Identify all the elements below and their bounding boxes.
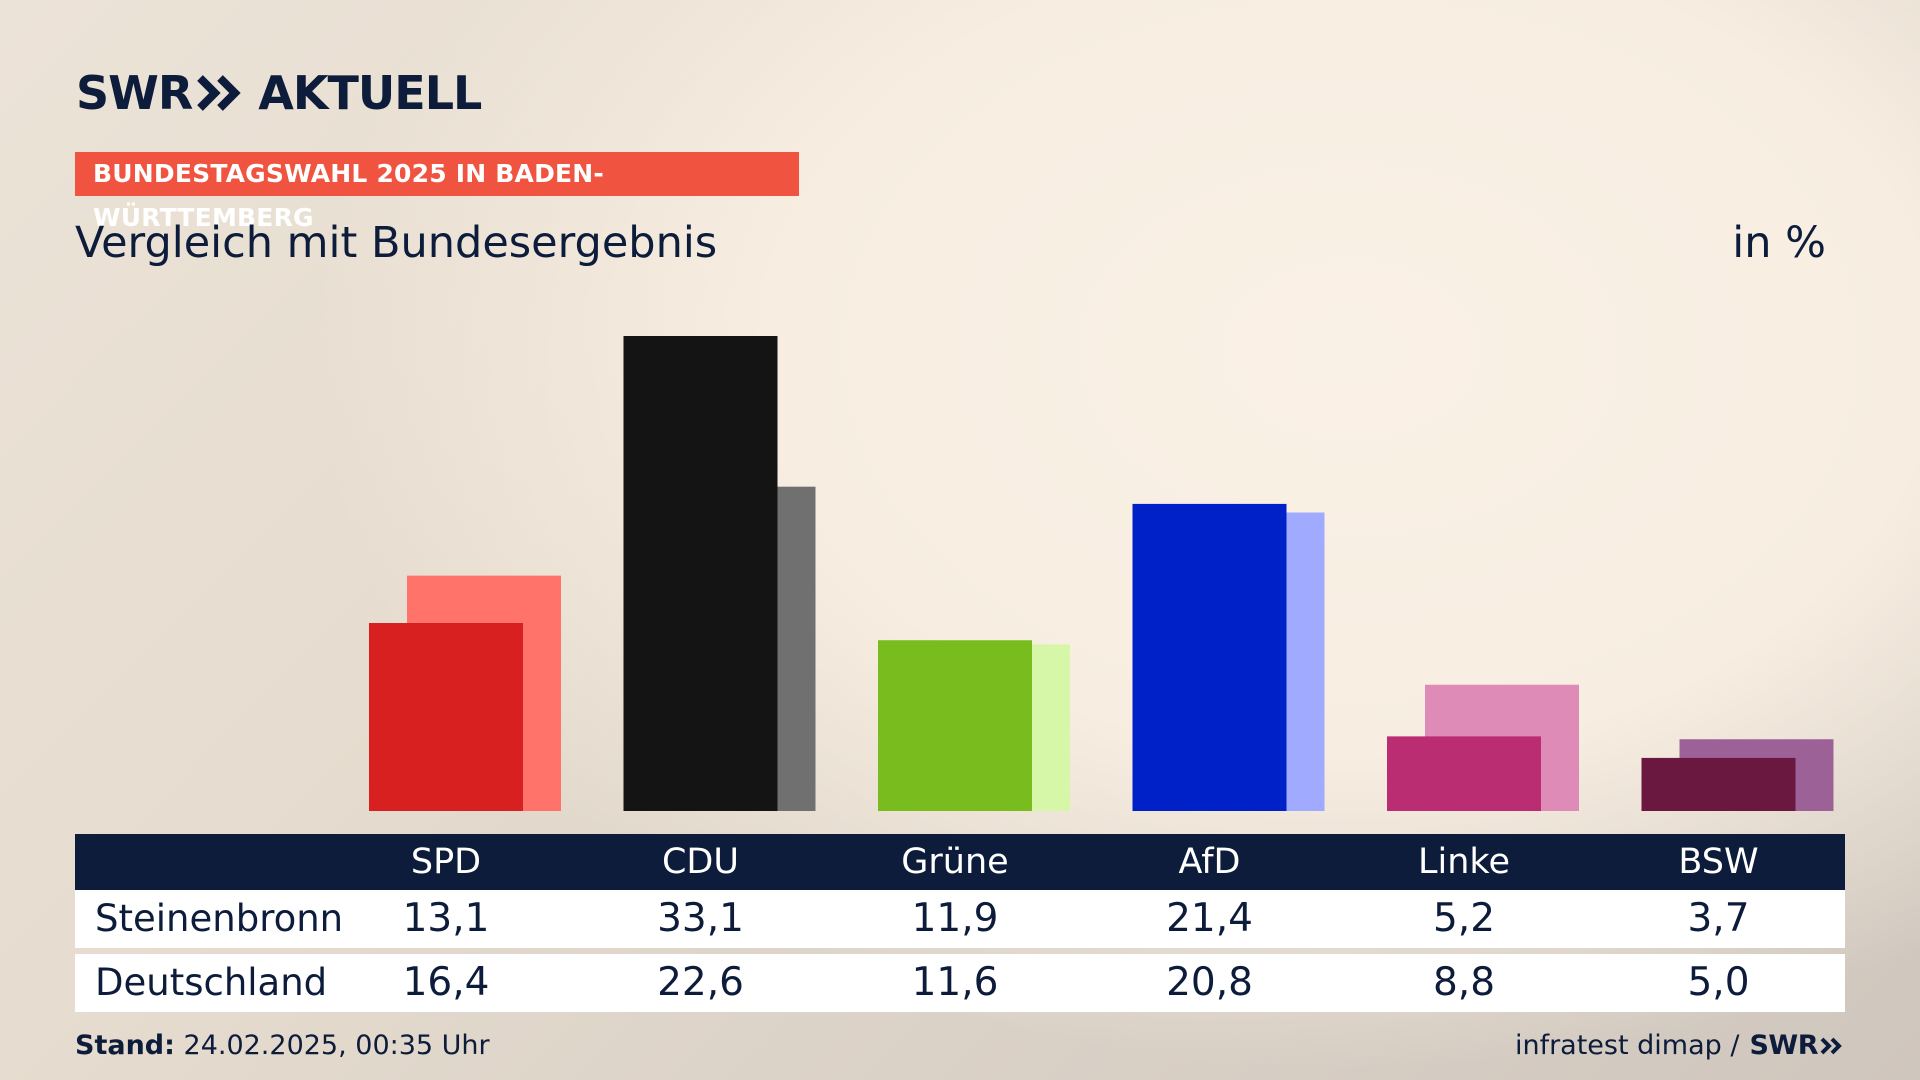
stand-label: Stand: bbox=[75, 1030, 175, 1061]
value-steinenbronn-bsw: 3,7 bbox=[1687, 896, 1750, 941]
source-text: infratest dimap / bbox=[1514, 1030, 1740, 1061]
bar-steinenbronn-spd bbox=[369, 623, 523, 811]
unit-label: in % bbox=[1732, 218, 1826, 268]
source-credit: infratest dimap / SWR bbox=[1515, 1030, 1844, 1061]
value-deutschland-afd: 20,8 bbox=[1166, 960, 1253, 1005]
stand-value: 24.02.2025, 00:35 Uhr bbox=[183, 1030, 490, 1061]
results-table: SPD CDU Grüne AfD Linke BSW Steinenbronn 13,1… bbox=[75, 834, 1845, 1012]
value-deutschland-linke: 8,8 bbox=[1432, 960, 1496, 1005]
swr-aktuell-logo: SWR AKTUELL bbox=[76, 66, 482, 120]
value-steinenbronn-cdu: 33,1 bbox=[657, 896, 744, 941]
double-chevron-icon bbox=[197, 75, 241, 111]
source-brand: SWR bbox=[1749, 1030, 1818, 1061]
value-steinenbronn-gruene: 11,9 bbox=[911, 896, 999, 941]
timestamp: Stand: 24.02.2025, 00:35 Uhr bbox=[75, 1030, 490, 1061]
logo-aktuell-text: AKTUELL bbox=[258, 66, 482, 120]
value-deutschland-gruene: 11,6 bbox=[911, 960, 999, 1005]
bar-steinenbronn-linke bbox=[1387, 736, 1541, 811]
table-row-steinenbronn: Steinenbronn 13,1 33,1 11,9 21,4 5,2 3,7 bbox=[75, 890, 1845, 948]
party-header-row: SPD CDU Grüne AfD Linke BSW bbox=[75, 834, 1845, 890]
party-label-afd: AfD bbox=[1178, 842, 1241, 882]
party-label-spd: SPD bbox=[410, 842, 482, 882]
party-label-linke: Linke bbox=[1418, 842, 1510, 882]
double-chevron-icon bbox=[1820, 1037, 1842, 1054]
party-label-bsw: BSW bbox=[1678, 842, 1759, 882]
bar-chart bbox=[369, 336, 1834, 811]
bar-steinenbronn-afd bbox=[1132, 503, 1287, 811]
logo-swr-text: SWR bbox=[76, 66, 193, 120]
value-steinenbronn-spd: 13,1 bbox=[402, 896, 490, 941]
chart-title: Vergleich mit Bundesergebnis bbox=[75, 218, 718, 268]
row-label-steinenbronn: Steinenbronn bbox=[95, 897, 344, 940]
party-label-gruene: Grüne bbox=[901, 842, 1009, 882]
topic-kicker: BUNDESTAGSWAHL 2025 IN BADEN-WÜRTTEMBERG bbox=[75, 152, 799, 232]
value-deutschland-bsw: 5,0 bbox=[1687, 960, 1750, 1005]
value-steinenbronn-linke: 5,2 bbox=[1432, 896, 1496, 941]
bar-steinenbronn-gruene bbox=[878, 640, 1032, 811]
bar-steinenbronn-bsw bbox=[1641, 757, 1796, 811]
value-deutschland-spd: 16,4 bbox=[402, 960, 490, 1005]
party-label-cdu: CDU bbox=[661, 842, 739, 882]
bar-steinenbronn-cdu bbox=[623, 336, 778, 811]
value-steinenbronn-afd: 21,4 bbox=[1166, 896, 1253, 941]
value-deutschland-cdu: 22,6 bbox=[657, 960, 744, 1005]
table-row-deutschland: Deutschland 16,4 22,6 11,6 20,8 8,8 5,0 bbox=[75, 954, 1845, 1012]
row-label-deutschland: Deutschland bbox=[95, 961, 328, 1004]
